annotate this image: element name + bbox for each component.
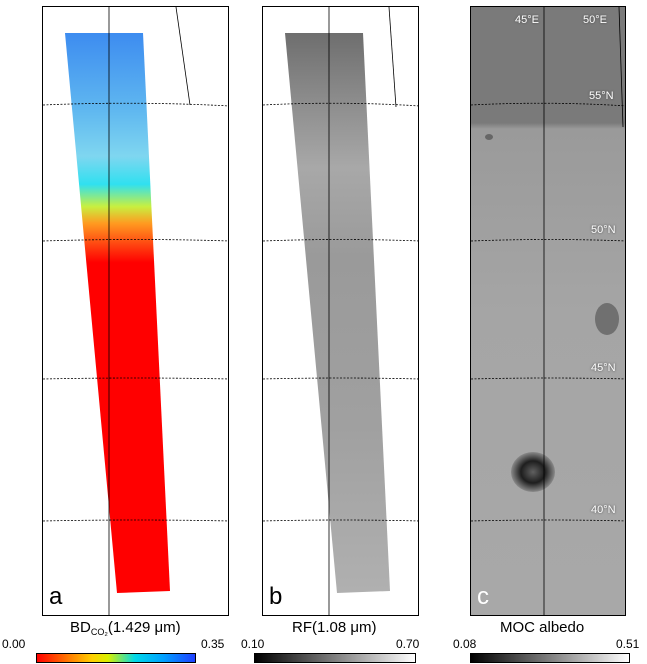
colorbar-a-title-suffix: (1.429 μm) — [107, 619, 181, 636]
bd-co2-data-strip — [65, 33, 170, 593]
colorbar-c-max: 0.51 — [616, 637, 640, 651]
panel-letter-a: a — [49, 583, 63, 610]
colorbar-c-title: MOC albedo — [500, 619, 585, 636]
graticule — [263, 7, 418, 615]
colorbar-a-title: BDCO₂(1.429 μm) — [70, 620, 181, 637]
colorbar-a-title-sub: CO₂ — [90, 627, 108, 637]
graticule — [471, 7, 625, 615]
small-crater — [485, 134, 493, 140]
lon-label-50e: 50°E — [583, 14, 607, 26]
lat-label-40n: 40°N — [591, 504, 616, 516]
panel-letter-b: b — [269, 583, 283, 610]
panel-b-map-graphic — [263, 7, 418, 615]
colorbar-rf: RF(1.08 μm) 0.10 0.70 — [240, 620, 440, 664]
lat-label-50n: 50°N — [591, 224, 616, 236]
lat-label-55n: 55°N — [589, 90, 614, 102]
panel-c-map-graphic — [471, 7, 625, 615]
panel-b-rf-map: b — [262, 6, 419, 616]
colorbar-c-scale — [470, 653, 630, 663]
colorbar-b-scale — [254, 653, 416, 663]
panel-a-map-graphic — [43, 7, 228, 615]
rf-data-strip — [285, 33, 390, 593]
colorbar-b-title: RF(1.08 μm) — [292, 619, 377, 636]
colorbar-a-min: 0.00 — [2, 637, 26, 651]
colorbar-bd-co2: BDCO₂(1.429 μm) 0.00 0.35 — [0, 620, 230, 664]
panel-a-bd-co2-map: a — [42, 6, 229, 616]
colorbar-a-max: 0.35 — [201, 637, 225, 651]
graticule — [43, 7, 228, 615]
dark-crater — [511, 452, 555, 492]
colorbar-a-scale — [36, 653, 196, 663]
panel-c-moc-albedo-map: 45°E 50°E 55°N 50°N 45°N 40°N c — [470, 6, 626, 616]
colorbar-a-title-prefix: BD — [70, 619, 91, 636]
dark-patch — [595, 303, 619, 335]
colorbar-c-min: 0.08 — [453, 637, 477, 651]
lon-label-45e: 45°E — [515, 14, 539, 26]
colorbar-b-max: 0.70 — [396, 637, 420, 651]
colorbar-moc-albedo: MOC albedo 0.08 0.51 — [452, 620, 647, 664]
colorbar-b-min: 0.10 — [241, 637, 265, 651]
panel-letter-c: c — [477, 583, 489, 610]
lat-label-45n: 45°N — [591, 362, 616, 374]
